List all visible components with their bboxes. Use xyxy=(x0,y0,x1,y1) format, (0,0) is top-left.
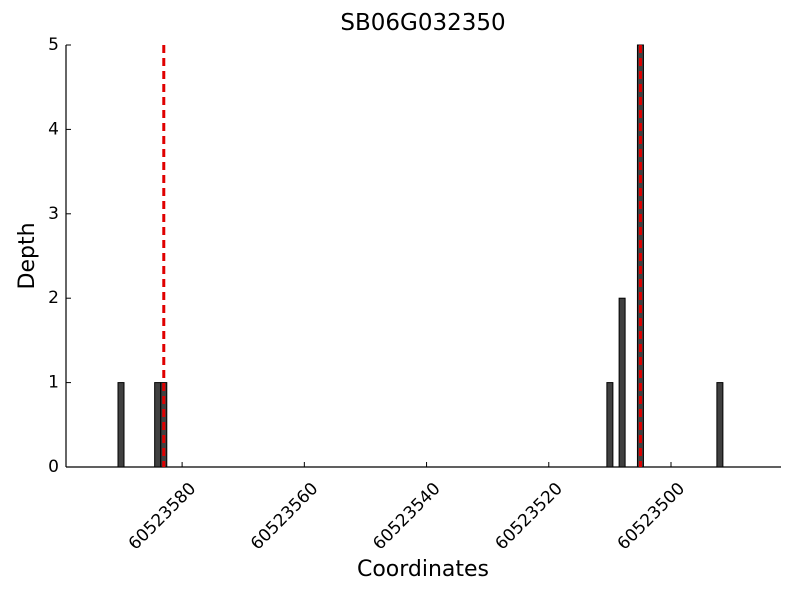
y-axis-label: Depth xyxy=(15,222,40,289)
y-tick-label: 4 xyxy=(48,119,59,139)
y-tick-label: 3 xyxy=(48,204,59,224)
y-tick-label: 5 xyxy=(48,35,59,55)
bar xyxy=(154,382,162,468)
x-tick-label: 60523540 xyxy=(369,479,444,554)
y-tick-label: 2 xyxy=(48,288,59,308)
y-tick-label: 1 xyxy=(48,373,59,393)
bar xyxy=(716,382,724,468)
chart-title: SB06G032350 xyxy=(340,10,505,36)
x-tick-label: 60523560 xyxy=(247,479,322,554)
bar xyxy=(606,382,614,468)
x-axis-label: Coordinates xyxy=(357,557,489,582)
y-tick-label: 0 xyxy=(48,457,59,477)
bar xyxy=(117,382,125,468)
x-tick-label: 60523500 xyxy=(614,479,689,554)
bar xyxy=(618,297,626,468)
x-tick-label: 60523520 xyxy=(491,479,566,554)
x-tick-label: 60523580 xyxy=(125,479,200,554)
